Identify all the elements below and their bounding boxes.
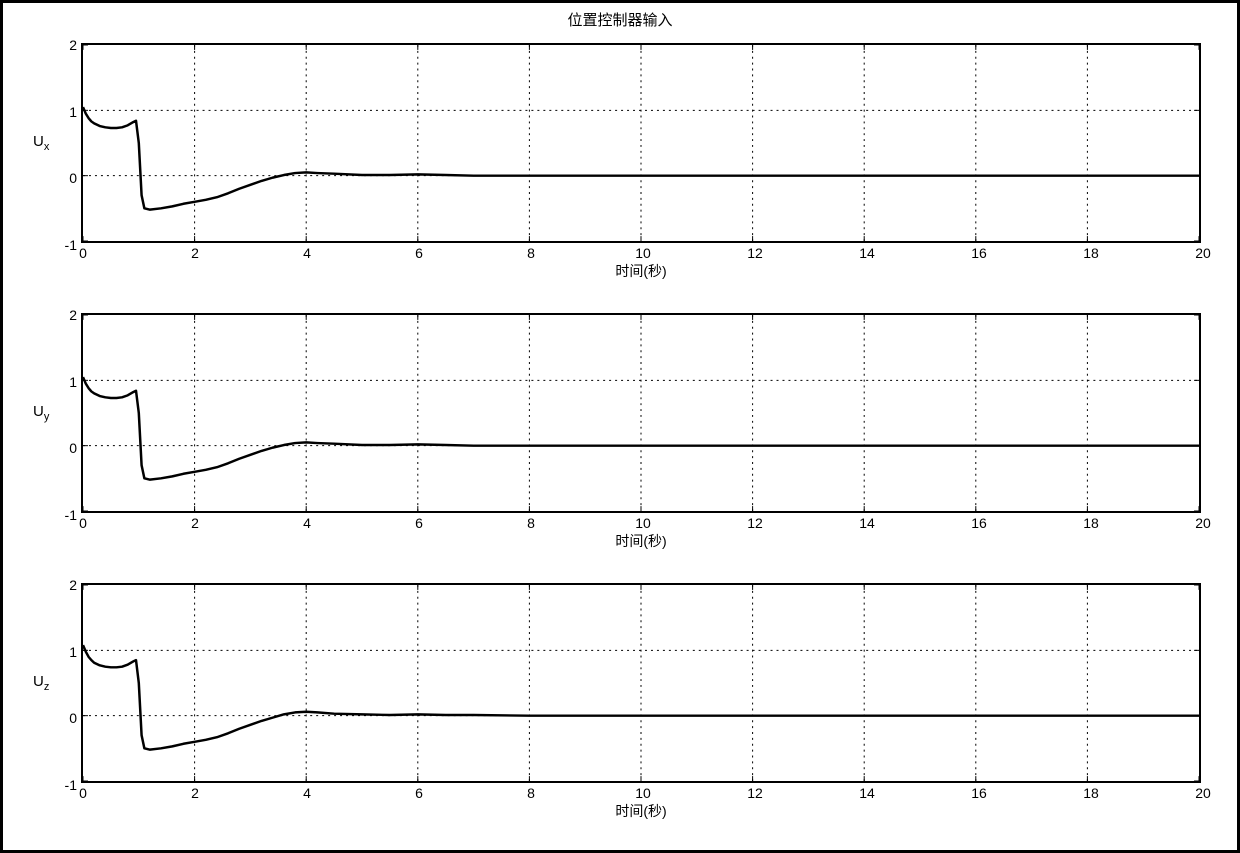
xtick-label: 16	[971, 785, 987, 801]
ylabel: Uz	[33, 673, 49, 693]
ytick-label: -1	[65, 777, 77, 793]
xtick-label: 14	[859, 245, 875, 261]
xtick-label: 16	[971, 515, 987, 531]
ytick-label: 1	[69, 644, 77, 660]
xtick-label: 6	[415, 515, 423, 531]
ylabel: Uy	[33, 403, 49, 423]
xtick-label: 0	[79, 245, 87, 261]
xtick-label: 14	[859, 785, 875, 801]
xtick-label: 12	[747, 515, 763, 531]
xtick-label: 10	[635, 785, 651, 801]
xtick-label: 8	[527, 785, 535, 801]
ytick-label: 0	[69, 440, 77, 456]
plot-svg	[83, 585, 1199, 781]
xtick-label: 0	[79, 515, 87, 531]
plot-area: -101202468101214161820	[81, 43, 1201, 243]
plot-area: -101202468101214161820	[81, 583, 1201, 783]
xtick-label: 20	[1195, 245, 1211, 261]
subplot-0: -101202468101214161820Ux时间(秒)	[81, 43, 1201, 243]
ylabel: Ux	[33, 133, 49, 153]
xlabel: 时间(秒)	[81, 531, 1201, 551]
xtick-label: 4	[303, 785, 311, 801]
ytick-label: 1	[69, 104, 77, 120]
xtick-label: 18	[1083, 785, 1099, 801]
xtick-label: 12	[747, 785, 763, 801]
xtick-label: 20	[1195, 515, 1211, 531]
subplot-1: -101202468101214161820Uy时间(秒)	[81, 313, 1201, 513]
xtick-label: 8	[527, 515, 535, 531]
xtick-label: 6	[415, 245, 423, 261]
xlabel: 时间(秒)	[81, 261, 1201, 281]
xtick-label: 8	[527, 245, 535, 261]
xtick-label: 18	[1083, 515, 1099, 531]
ytick-label: 2	[69, 37, 77, 53]
xtick-label: 18	[1083, 245, 1099, 261]
xtick-label: 2	[191, 515, 199, 531]
figure-title: 位置控制器输入	[3, 9, 1237, 30]
ytick-label: 2	[69, 307, 77, 323]
xlabel: 时间(秒)	[81, 801, 1201, 821]
xtick-label: 20	[1195, 785, 1211, 801]
xtick-label: 10	[635, 515, 651, 531]
xtick-label: 6	[415, 785, 423, 801]
ytick-label: 0	[69, 710, 77, 726]
xtick-label: 16	[971, 245, 987, 261]
plot-svg	[83, 45, 1199, 241]
xtick-label: 10	[635, 245, 651, 261]
xtick-label: 2	[191, 785, 199, 801]
xtick-label: 4	[303, 515, 311, 531]
plot-area: -101202468101214161820	[81, 313, 1201, 513]
plot-svg	[83, 315, 1199, 511]
subplot-2: -101202468101214161820Uz时间(秒)	[81, 583, 1201, 783]
xtick-label: 14	[859, 515, 875, 531]
xtick-label: 12	[747, 245, 763, 261]
ytick-label: 2	[69, 577, 77, 593]
xtick-label: 4	[303, 245, 311, 261]
ytick-label: -1	[65, 237, 77, 253]
ytick-label: -1	[65, 507, 77, 523]
ytick-label: 0	[69, 170, 77, 186]
figure-root: 位置控制器输入 -101202468101214161820Ux时间(秒)-10…	[0, 0, 1240, 853]
ytick-label: 1	[69, 374, 77, 390]
xtick-label: 2	[191, 245, 199, 261]
xtick-label: 0	[79, 785, 87, 801]
